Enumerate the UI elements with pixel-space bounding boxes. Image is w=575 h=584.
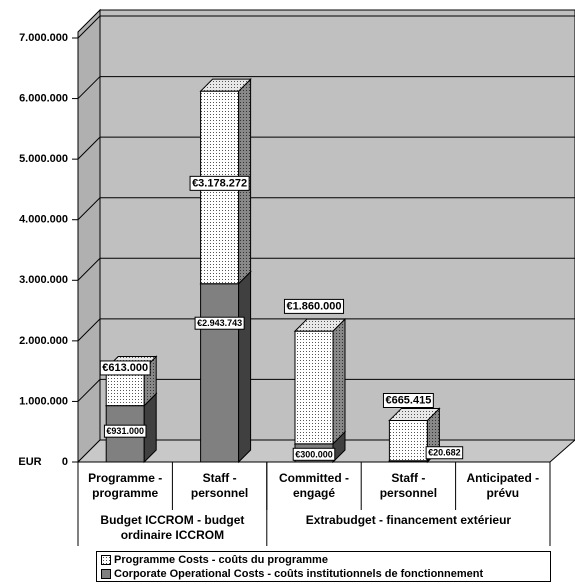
x-tick-label: Anticipated - prévu bbox=[466, 471, 540, 500]
value-label: €931.000 bbox=[103, 424, 147, 438]
value-label-text: €931.000 bbox=[106, 426, 144, 436]
legend-entry: Programme Costs - coûts du programme bbox=[101, 553, 546, 567]
bar-top bbox=[293, 318, 347, 332]
value-label-text: €20.682 bbox=[428, 448, 461, 458]
bar-top bbox=[388, 407, 441, 421]
value-label-box bbox=[382, 393, 434, 409]
value-label-box bbox=[103, 424, 147, 438]
value-label-text: €3.178.272 bbox=[192, 177, 247, 189]
y-tick-label: 7.000.000 bbox=[19, 32, 68, 44]
value-label-text: €613.000 bbox=[102, 362, 148, 374]
value-label: €3.178.272 bbox=[189, 175, 250, 191]
y-tick-label: 6.000.000 bbox=[19, 92, 68, 104]
y-tick-label: 3.000.000 bbox=[19, 274, 68, 286]
grid-line bbox=[77, 15, 575, 39]
y-tick-label: 1.000.000 bbox=[19, 395, 68, 407]
bar-side bbox=[332, 317, 346, 446]
value-label: €613.000 bbox=[99, 360, 151, 376]
group-label: Extrabudget - financement extérieur bbox=[305, 513, 512, 527]
grid-line bbox=[77, 136, 575, 160]
value-label-box bbox=[292, 447, 336, 461]
legend-entry: Corporate Operational Costs - coûts inst… bbox=[101, 567, 546, 581]
legend-swatch bbox=[101, 555, 111, 565]
grid-line bbox=[77, 318, 575, 342]
group-label: Budget ICCROM - budget ordinaire ICCROM bbox=[100, 513, 245, 542]
y-tick-label: 2.000.000 bbox=[19, 335, 68, 347]
y-tick-label: 4.000.000 bbox=[19, 214, 68, 226]
value-label-text: €665.415 bbox=[385, 395, 431, 407]
bar-segment bbox=[294, 330, 334, 445]
x-tick-label: Programme - programme bbox=[88, 471, 163, 500]
x-tick-label: Staff - personnel bbox=[379, 471, 438, 500]
grid-line bbox=[77, 76, 575, 99]
grid-line bbox=[77, 378, 575, 402]
value-label-box bbox=[283, 298, 345, 314]
value-label: €20.682 bbox=[425, 446, 464, 460]
value-label-text: €2.943.743 bbox=[197, 318, 242, 328]
bar-side bbox=[238, 270, 252, 464]
value-label-box bbox=[425, 446, 464, 460]
grid-line bbox=[77, 197, 575, 221]
bar-top bbox=[199, 78, 252, 92]
value-label-text: €1.860.000 bbox=[286, 300, 341, 312]
value-label-box bbox=[189, 175, 250, 191]
x-tick-label: Staff - personnel bbox=[190, 471, 249, 500]
grid-line bbox=[77, 257, 575, 281]
value-label: €300.000 bbox=[292, 447, 336, 461]
value-label: €1.860.000 bbox=[283, 298, 345, 314]
value-label: €2.943.743 bbox=[194, 316, 245, 330]
legend-label: Corporate Operational Costs - coûts inst… bbox=[114, 568, 484, 580]
bar-segment bbox=[200, 283, 240, 463]
legend-swatch bbox=[101, 569, 111, 579]
y-tick-label: 5.000.000 bbox=[19, 153, 68, 165]
bar-segment bbox=[388, 419, 428, 462]
legend: Programme Costs - coûts du programme Corp… bbox=[96, 551, 551, 582]
value-label-box bbox=[99, 360, 151, 376]
left-wall bbox=[77, 8, 101, 464]
y-tick-label: 0 bbox=[62, 456, 68, 468]
x-tick-label: Committed - engagé bbox=[278, 471, 349, 500]
y-axis-label: EUR bbox=[18, 456, 41, 468]
value-label-text: €300.000 bbox=[295, 449, 333, 459]
legend-label: Programme Costs - coûts du programme bbox=[114, 554, 328, 566]
value-label-box bbox=[194, 316, 245, 330]
value-label: €665.415 bbox=[382, 393, 434, 409]
